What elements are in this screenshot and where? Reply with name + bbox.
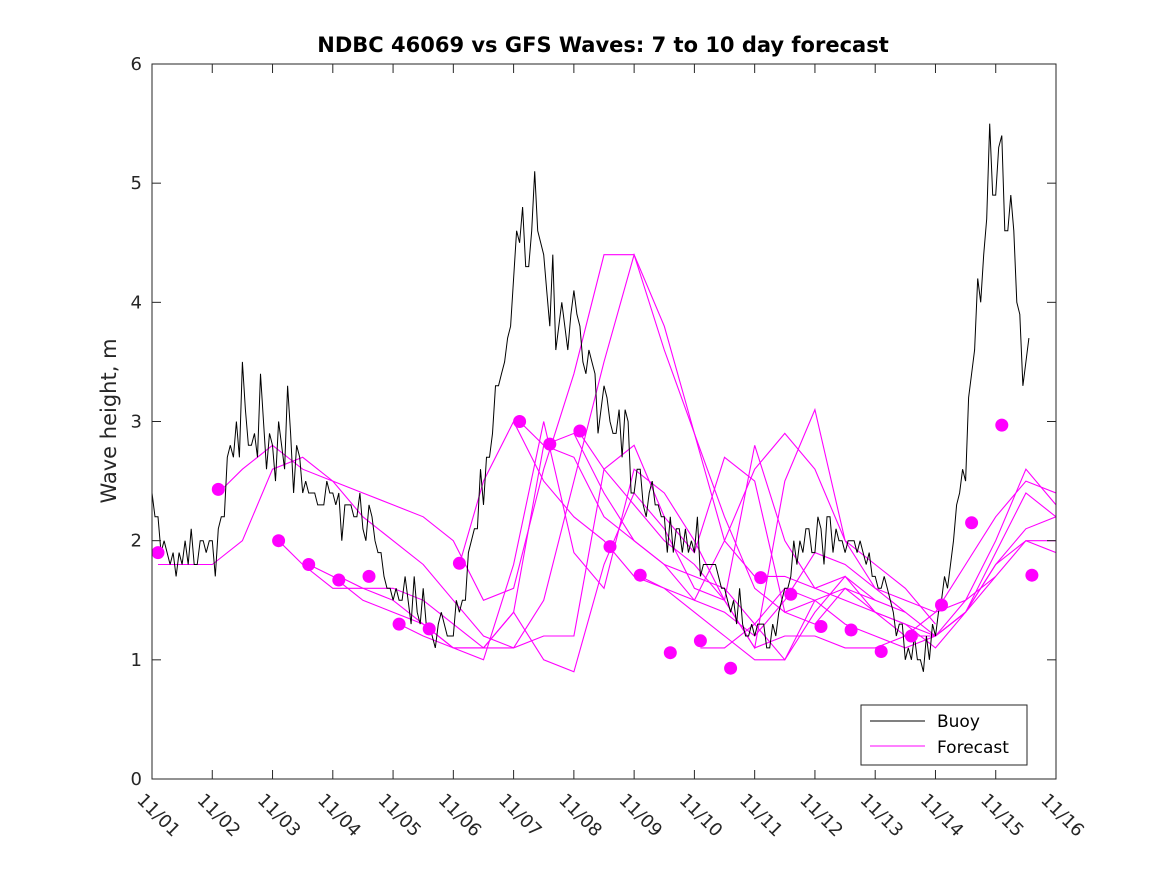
forecast-point: [693, 634, 707, 648]
forecast-series: [158, 253, 1056, 673]
forecast-point: [272, 534, 286, 548]
forecast-run-line-3: [278, 444, 876, 649]
forecast-run-line-12: [760, 516, 1056, 637]
forecast-point: [724, 661, 738, 675]
forecast-point: [874, 645, 888, 658]
forecast-point: [814, 620, 828, 633]
forecast-point: [935, 598, 948, 612]
forecast-point: [152, 546, 165, 560]
forecast-point: [392, 617, 406, 631]
y-axis: 0 1 2 3 4 5 6: [131, 54, 1056, 790]
y-tick-label: 2: [131, 531, 142, 552]
legend-label-buoy: Buoy: [937, 712, 980, 732]
y-tick-label: 5: [131, 173, 142, 194]
forecast-point: [362, 569, 376, 583]
plot-area: [152, 64, 1056, 779]
forecast-point: [513, 415, 527, 428]
forecast-point: [633, 568, 647, 582]
chart-title: NDBC 46069 vs GFS Waves: 7 to 10 day for…: [317, 33, 888, 57]
legend-box: [860, 704, 1028, 766]
forecast-point: [422, 622, 436, 636]
forecast-point: [965, 516, 979, 530]
forecast-point: [543, 437, 557, 451]
y-tick-label: 6: [131, 54, 142, 75]
forecast-run-line-1: [158, 253, 756, 649]
forecast-point: [663, 646, 677, 660]
forecast-run-line-6: [398, 407, 997, 661]
y-tick-label: 0: [131, 769, 142, 790]
forecast-run-line-10: [639, 540, 1056, 661]
forecast-point: [573, 424, 587, 438]
forecast-point: [904, 629, 918, 643]
forecast-point: [302, 558, 316, 571]
forecast-point: [844, 623, 858, 637]
forecast-point: [1025, 568, 1039, 582]
forecast-point: [784, 587, 798, 601]
y-axis-label: Wave height, m: [97, 338, 121, 503]
forecast-point: [603, 540, 617, 554]
forecast-run-line-9: [579, 433, 1056, 649]
forecast-markers: [152, 415, 1056, 675]
y-tick-label: 3: [131, 412, 142, 433]
y-tick-label: 1: [131, 650, 142, 671]
y-tick-label: 4: [131, 292, 142, 313]
forecast-point: [452, 556, 466, 570]
forecast-point: [754, 571, 768, 585]
buoy-line: [152, 123, 1030, 672]
forecast-point: [332, 573, 346, 587]
buoy-series: [152, 123, 1030, 672]
legend: Buoy Forecast: [860, 704, 1028, 766]
forecast-run-line-4: [308, 445, 906, 673]
forecast-point: [211, 482, 225, 496]
legend-label-forecast: Forecast: [937, 738, 1009, 758]
forecast-point: [995, 418, 1009, 432]
